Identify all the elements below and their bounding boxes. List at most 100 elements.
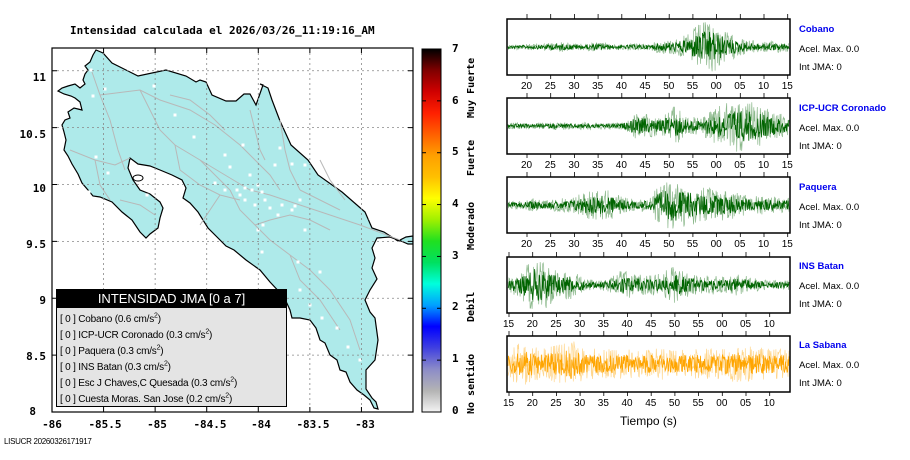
road <box>319 159 346 201</box>
seismograms <box>506 14 791 396</box>
station-dot <box>89 68 93 72</box>
legend-station: Cuesta Moras. San Jose (0.2 cm/s <box>78 394 226 405</box>
seismogram-tick-label: 25 <box>550 319 562 330</box>
station-dot <box>293 204 297 208</box>
station-acel: Acel. Max. 0.0 <box>799 281 860 292</box>
station-dot <box>243 186 247 190</box>
legend-station: Paquera (0.3 cm/s <box>78 346 157 357</box>
lat-tick-label: 8 <box>29 405 36 418</box>
station-dot <box>276 213 280 217</box>
station-name: La Sabana <box>799 340 847 351</box>
seismogram-tick-label: 55 <box>686 239 699 250</box>
station-dot <box>173 113 177 117</box>
seismogram-tick-label: 35 <box>592 81 604 92</box>
seismogram-tick-label: 10 <box>758 81 770 92</box>
legend-item: [ 0 ] Paquera (0.3 cm/s2) <box>57 344 286 360</box>
seismogram-tick-label: 00 <box>710 81 722 92</box>
station-dot <box>87 190 91 194</box>
seismogram-tick-label: 50 <box>668 319 681 330</box>
legend-sup: 2 <box>225 392 229 400</box>
seismogram-tick-label: 35 <box>592 160 604 171</box>
seismogram-tick-label: 10 <box>763 319 775 330</box>
seismogram-tick-label: 45 <box>645 398 657 409</box>
legend-intensity: [ 0 ] <box>60 362 76 373</box>
legend-header: INTENSIDAD JMA [0 a 7] <box>57 290 286 308</box>
station-dot <box>192 135 196 139</box>
road <box>199 194 221 226</box>
station-name: Cobano <box>799 24 835 35</box>
colorbar-tick-label: 5 <box>452 145 459 158</box>
station-dot <box>346 345 350 349</box>
colorbar-category: No sentido <box>466 353 477 414</box>
seismogram-panel <box>506 14 791 79</box>
road <box>169 94 226 131</box>
legend-sup: 2 <box>154 312 158 320</box>
legend-intensity: [ 0 ] <box>60 314 76 325</box>
seismogram-tick-label: 40 <box>615 239 627 250</box>
seismogram-frame <box>506 256 791 314</box>
station-dot <box>320 316 324 320</box>
page-title: Intensidad calculada el 2026/03/26_11:19… <box>70 24 375 37</box>
road <box>174 144 241 201</box>
station-dot <box>250 188 254 192</box>
station-acel: Acel. Max. 0.0 <box>799 44 860 55</box>
seismogram-trace <box>507 350 790 379</box>
road <box>139 89 231 179</box>
lon-tick-label: -83 <box>355 418 375 431</box>
seismogram-tick-label: 50 <box>663 81 675 92</box>
station-dot <box>318 344 322 348</box>
station-dot <box>296 260 300 264</box>
station-dot <box>250 278 254 282</box>
seismogram-tick-label: 40 <box>621 319 633 330</box>
station-dot <box>368 216 372 220</box>
colorbar-tick-label: 2 <box>452 300 459 313</box>
seismogram-tick-label: 35 <box>597 319 609 330</box>
station-dot <box>145 193 149 197</box>
seismogram-tick-label: 10 <box>758 239 770 250</box>
colorbar-tick-label: 3 <box>452 249 459 262</box>
seismogram-tick-label: 05 <box>734 81 746 92</box>
seismogram-tick-label: 00 <box>716 398 728 409</box>
station-acel: Acel. Max. 0.0 <box>799 123 860 134</box>
seismogram-trace <box>507 31 790 60</box>
station-dot <box>223 188 227 192</box>
station-dot <box>94 155 98 159</box>
seismogram-frame <box>506 176 791 234</box>
legend-sup: 2 <box>163 360 168 368</box>
station-dot <box>253 203 257 207</box>
seismogram-trace <box>507 269 790 301</box>
seismogram-tick-label: 20 <box>521 160 533 171</box>
station-dot <box>290 208 294 212</box>
station-name: Paquera <box>799 182 837 193</box>
seismogram-tick-label: 45 <box>645 319 657 330</box>
station-dot <box>318 270 322 274</box>
seismogram-tick-label: 30 <box>568 81 580 92</box>
legend-intensity: [ 0 ] <box>60 330 76 341</box>
station-dot <box>103 87 107 91</box>
map-grid <box>52 48 413 412</box>
seismogram-tick-label: 00 <box>710 160 722 171</box>
lon-tick-label: -84.5 <box>193 418 227 431</box>
seismogram-tick-label: 45 <box>639 160 651 171</box>
seismogram-tick-label: 55 <box>686 160 699 171</box>
seismogram-tick-label: 20 <box>526 398 538 409</box>
seismogram-tick-label: 00 <box>716 319 728 330</box>
lat-tick-label: 11 <box>32 71 46 84</box>
road <box>119 199 156 216</box>
station-int: Int JMA: 0 <box>799 141 842 152</box>
road <box>99 89 241 146</box>
seismogram-tick-label: 55 <box>686 81 699 92</box>
seismogram-tick-label: 55 <box>692 319 704 330</box>
seismogram-panel <box>506 331 791 396</box>
road <box>239 144 281 191</box>
station-dot <box>152 84 156 88</box>
seismogram-panel <box>506 172 791 237</box>
road <box>199 159 231 191</box>
seismogram-tick-label: 05 <box>740 319 752 330</box>
road <box>69 149 131 166</box>
seismogram-tick-label: 30 <box>568 160 580 171</box>
lon-tick-label: -85.5 <box>88 418 122 431</box>
legend-intensity: [ 0 ] <box>60 394 76 405</box>
seismogram-tick-label: 40 <box>615 81 627 92</box>
seismogram-tick-label: 20 <box>521 239 533 250</box>
